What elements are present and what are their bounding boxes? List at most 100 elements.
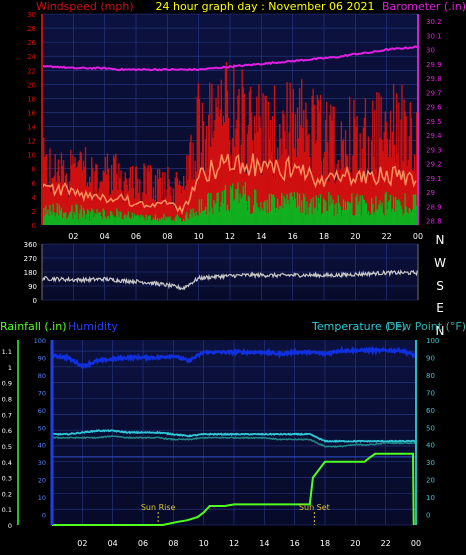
wind-low-bar [235,189,237,225]
wind-low-bar [320,214,323,225]
wind-low-bar [176,213,179,225]
wind-low-bar [215,202,217,225]
wind-gust-bar [51,177,53,225]
wind-gust-bar [69,180,71,225]
barometer-tick-label: 29.1 [426,175,442,183]
wind-low-bar [354,215,356,225]
wind-low-bar [130,217,133,225]
wind-x-tick-label: 16 [288,232,298,241]
humidity-tick-label: 30 [38,459,46,467]
wind-low-bar [193,212,195,225]
wind-low-bar [60,207,63,225]
wind-low-bar [119,211,121,225]
wind-low-bar [326,211,328,225]
compass-label: N [436,324,445,338]
wind-low-bar [198,199,201,225]
wind-low-bar [303,193,305,225]
wind-gust-bar [117,190,119,225]
wind-x-tick-label: 12 [225,232,235,241]
wind-low-bar [344,201,347,225]
wind-low-bar [290,192,292,225]
wind-low-bar [308,207,310,225]
wind-gust-bar [349,96,351,226]
wind-low-bar [355,196,357,225]
wind-low-bar [52,203,54,225]
wind-x-tick-label: 08 [162,232,172,241]
wind-low-bar [157,221,160,225]
wind-gust-bar [147,165,149,225]
wind-low-bar [363,200,366,225]
wind-gust-bar [148,171,150,225]
wind-low-bar [180,221,183,225]
wind-gust-bar [263,159,265,225]
wind-low-bar [406,212,408,225]
wind-gust-bar [337,159,339,225]
wind-gust-bar [233,64,235,225]
wind-gust-bar [350,172,352,225]
wind-gust-bar [55,181,57,225]
temperature-axis-label: Temperature (°F) [311,320,406,333]
wind-gust-bar [57,159,60,225]
wind-low-bar [188,219,190,225]
wind-gust-bar [325,119,327,225]
wind-low-bar [328,192,330,225]
wind-gust-bar [216,107,218,225]
wind-gust-bar [249,86,252,225]
wind-low-bar [273,197,276,225]
wind-low-bar [386,209,389,225]
wind-gust-bar [158,168,161,225]
wind-gust-bar [100,180,102,225]
wind-gust-bar [369,174,372,225]
wind-low-bar [313,208,315,225]
wind-gust-bar [262,93,264,226]
temperature-tick-label: 10 [426,494,435,502]
wind-low-bar [246,210,249,225]
wind-gust-bar [183,176,185,225]
wind-gust-bar [356,116,358,225]
wind-gust-bar [167,167,169,225]
wind-low-bar [222,203,225,225]
wind-low-bar [358,201,360,225]
wind-low-bar [71,205,73,225]
wind-low-bar [55,213,57,225]
wind-low-bar [251,212,254,225]
wind-gust-bar [269,120,272,225]
wind-tick-label: 14 [27,124,36,132]
wind-tick-label: 18 [27,95,36,103]
direction-tick-label: 180 [24,269,37,277]
wind-gust-bar [211,83,213,225]
wind-low-bar [367,211,370,225]
wind-gust-bar [227,118,230,225]
wind-low-bar [173,221,175,225]
wind-gust-bar [194,160,196,225]
wind-low-bar [374,212,376,225]
wind-gust-bar [268,138,270,225]
wind-gust-bar [277,147,279,225]
wind-gust-bar [62,160,65,225]
wind-low-bar [405,206,407,225]
temperature-tick-label: 80 [426,372,435,380]
wind-low-bar [53,212,55,225]
wind-low-bar [233,200,235,225]
wind-low-bar [296,192,299,225]
wind-gust-bar [221,125,223,225]
wind-low-bar [321,213,324,225]
direction-tick-label: 0 [33,297,37,305]
wind-gust-bar [334,183,336,225]
wind-low-bar [127,211,129,225]
wind-gust-bar [378,92,380,226]
wind-low-bar [319,194,322,225]
wind-low-bar [162,218,164,225]
dewpoint-line [51,435,417,449]
wind-low-bar [269,211,272,225]
wind-gust-bar [89,176,91,225]
wind-low-bar [89,220,91,225]
wind-gust-bar [400,119,402,225]
wind-gust-bar [161,199,163,225]
wind-low-bar [239,193,241,225]
wind-gust-bar [68,197,70,225]
wind-gust-bar [406,166,408,225]
wind-gust-bar [136,166,138,225]
wind-gust-bar [399,175,401,225]
